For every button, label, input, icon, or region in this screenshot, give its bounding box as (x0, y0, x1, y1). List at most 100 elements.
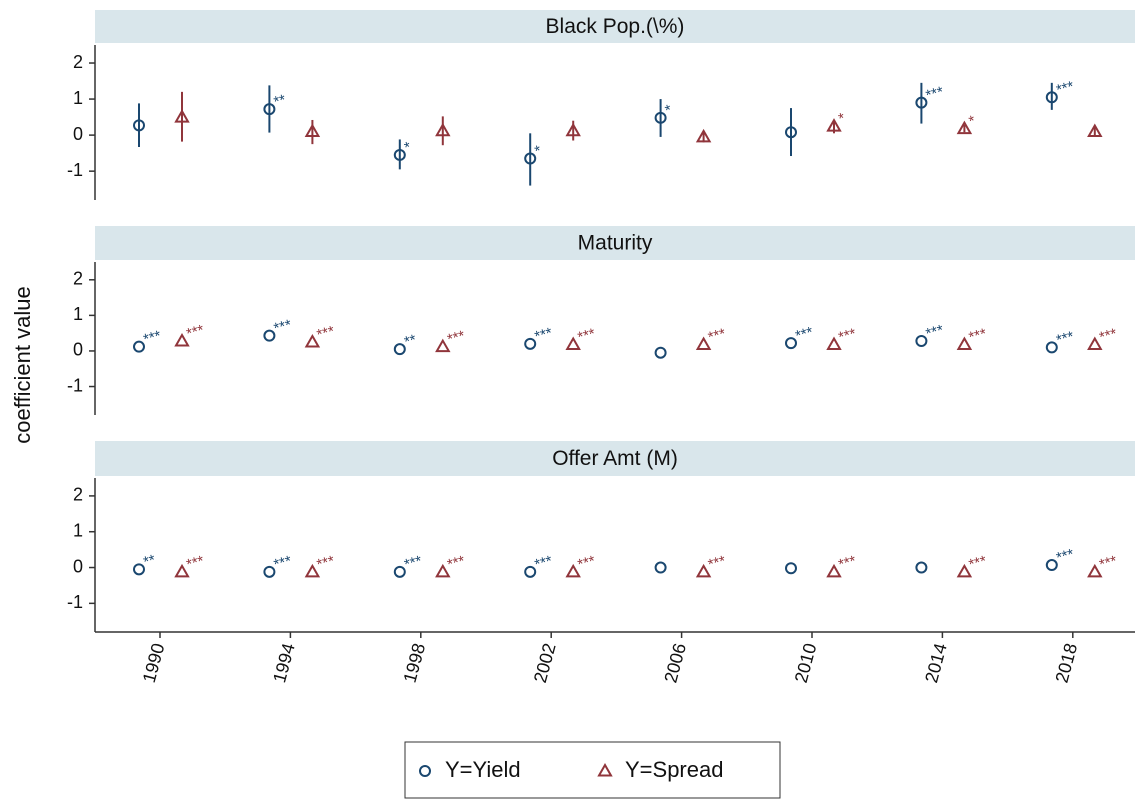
significance-stars: *** (837, 325, 858, 346)
marker (1087, 563, 1103, 578)
marker (1087, 336, 1103, 351)
marker (1045, 341, 1058, 354)
marker (826, 118, 842, 132)
significance-stars: *** (706, 325, 727, 346)
significance-stars: *** (576, 325, 597, 346)
x-tick-label: 2002 (530, 641, 560, 685)
x-tick-label: 1994 (269, 641, 299, 685)
significance-stars: *** (924, 83, 945, 104)
x-tick-label: 2014 (921, 641, 951, 685)
marker (133, 563, 145, 576)
marker (393, 148, 406, 161)
marker (915, 334, 928, 347)
significance-stars: *** (533, 325, 554, 346)
marker (654, 561, 667, 574)
significance-stars: * (402, 139, 412, 157)
panel-header (95, 441, 1135, 476)
marker (263, 103, 276, 116)
x-tick-label: 2018 (1052, 641, 1082, 685)
marker (785, 337, 797, 350)
y-tick-label: 2 (73, 52, 83, 72)
marker (174, 332, 190, 347)
y-tick-label: 2 (73, 269, 83, 289)
marker (785, 126, 797, 139)
x-tick-label: 2006 (660, 641, 690, 685)
legend-label: Y=Spread (625, 757, 723, 782)
marker (304, 563, 321, 578)
significance-stars: ** (272, 91, 288, 110)
marker (524, 337, 537, 350)
y-tick-label: 2 (73, 485, 83, 505)
significance-stars: *** (1097, 553, 1118, 574)
marker (826, 336, 842, 351)
marker (393, 343, 406, 356)
significance-stars: *** (1054, 78, 1075, 99)
panel-header (95, 226, 1135, 260)
marker (1045, 91, 1058, 104)
marker (174, 109, 190, 123)
significance-stars: * (837, 110, 847, 128)
marker (654, 111, 667, 124)
x-tick-label: 1998 (400, 641, 430, 685)
marker (174, 563, 190, 578)
significance-stars: *** (315, 323, 336, 344)
y-tick-label: 1 (73, 88, 83, 108)
marker (956, 563, 973, 578)
y-tick-label: -1 (67, 160, 83, 180)
significance-stars: *** (445, 327, 466, 348)
significance-stars: *** (1054, 546, 1075, 567)
significance-stars: *** (445, 553, 466, 574)
panel-title: Black Pop.(\%) (546, 15, 685, 38)
y-tick-label: 0 (73, 124, 83, 144)
significance-stars: *** (967, 325, 988, 346)
y-tick-label: 1 (73, 304, 83, 324)
marker (565, 336, 581, 351)
significance-stars: *** (185, 553, 206, 574)
marker (695, 128, 712, 143)
panel-title: Offer Amt (M) (552, 447, 678, 470)
significance-stars: *** (837, 553, 858, 574)
marker (419, 765, 431, 777)
marker (956, 120, 973, 135)
panel-title: Maturity (578, 232, 653, 255)
marker (435, 563, 451, 578)
marker (565, 563, 581, 578)
significance-stars: *** (576, 553, 597, 574)
panel-header (95, 10, 1135, 43)
marker (915, 561, 928, 574)
significance-stars: *** (272, 316, 293, 337)
marker (915, 96, 928, 109)
marker (435, 338, 451, 353)
marker (133, 119, 145, 132)
significance-stars: *** (315, 553, 336, 574)
legend-box (404, 741, 781, 799)
y-tick-label: 0 (73, 340, 83, 360)
significance-stars: *** (533, 553, 554, 574)
marker (654, 346, 667, 359)
marker (1087, 123, 1103, 138)
significance-stars: *** (1054, 328, 1075, 349)
marker (956, 336, 973, 351)
marker (597, 762, 613, 777)
marker (1045, 559, 1058, 572)
marker (524, 565, 537, 578)
x-tick-label: 1990 (139, 641, 169, 685)
marker (565, 122, 581, 137)
marker (304, 334, 321, 348)
y-tick-label: -1 (67, 375, 83, 395)
marker (695, 563, 712, 578)
marker (524, 152, 537, 165)
marker (393, 565, 406, 578)
marker (263, 565, 276, 578)
marker (826, 563, 842, 578)
marker (304, 123, 321, 138)
significance-stars: *** (924, 322, 945, 343)
y-tick-label: 1 (73, 520, 83, 540)
significance-stars: *** (402, 553, 423, 574)
y-tick-label: 0 (73, 556, 83, 576)
marker (785, 562, 797, 575)
significance-stars: *** (185, 322, 206, 343)
y-axis-label: coefficient value (10, 286, 35, 443)
significance-stars: *** (272, 553, 293, 574)
